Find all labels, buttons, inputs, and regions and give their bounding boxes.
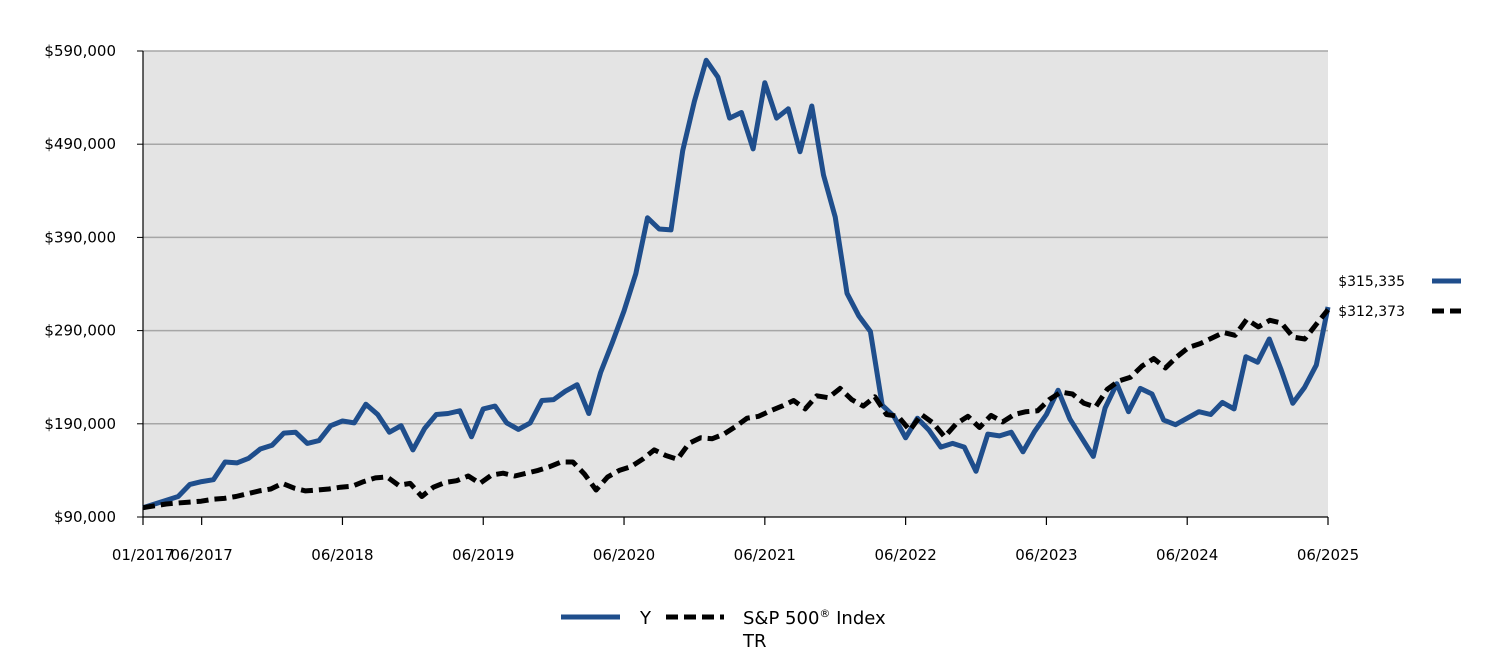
end-value-label: $312,373 [1338, 304, 1405, 320]
y-tick-label: $290,000 [44, 322, 116, 340]
x-tick-label: 06/2020 [593, 546, 655, 564]
end-labels: $315,335 $312,373 [1338, 274, 1461, 320]
x-tick-label: 06/2024 [1156, 546, 1218, 564]
x-tick-label: 06/2023 [1015, 546, 1077, 564]
y-tick-label: $390,000 [44, 228, 116, 246]
x-tick-label: 06/2017 [170, 546, 232, 564]
legend-label: Y [639, 608, 652, 629]
y-tick-label: $490,000 [44, 135, 116, 153]
x-tick-label: 06/2025 [1297, 546, 1359, 564]
x-tick-label: 06/2018 [311, 546, 373, 564]
legend: Y S&P 500® Index TR [561, 607, 886, 652]
y-tick-label: $190,000 [44, 415, 116, 433]
series-line-y [142, 57, 1331, 511]
y-tick-label: $90,000 [54, 508, 116, 526]
x-tick-label: 06/2022 [874, 546, 936, 564]
plot-background [143, 51, 1328, 517]
end-value-label: $315,335 [1338, 274, 1405, 290]
x-tick-label: 06/2019 [452, 546, 514, 564]
tick-labels: $90,000 $190,000 $290,000 $390,000 $490,000 $… [44, 42, 1359, 564]
series-line-sp500 [142, 308, 1330, 511]
series-lines [142, 57, 1331, 511]
y-tick-label: $590,000 [44, 42, 116, 60]
x-tick-label: 01/2017 [112, 546, 174, 564]
axes [137, 50, 1329, 525]
gridlines [143, 50, 1328, 425]
x-tick-label: 06/2021 [734, 546, 796, 564]
legend-label: S&P 500® Index TR [742, 607, 886, 652]
